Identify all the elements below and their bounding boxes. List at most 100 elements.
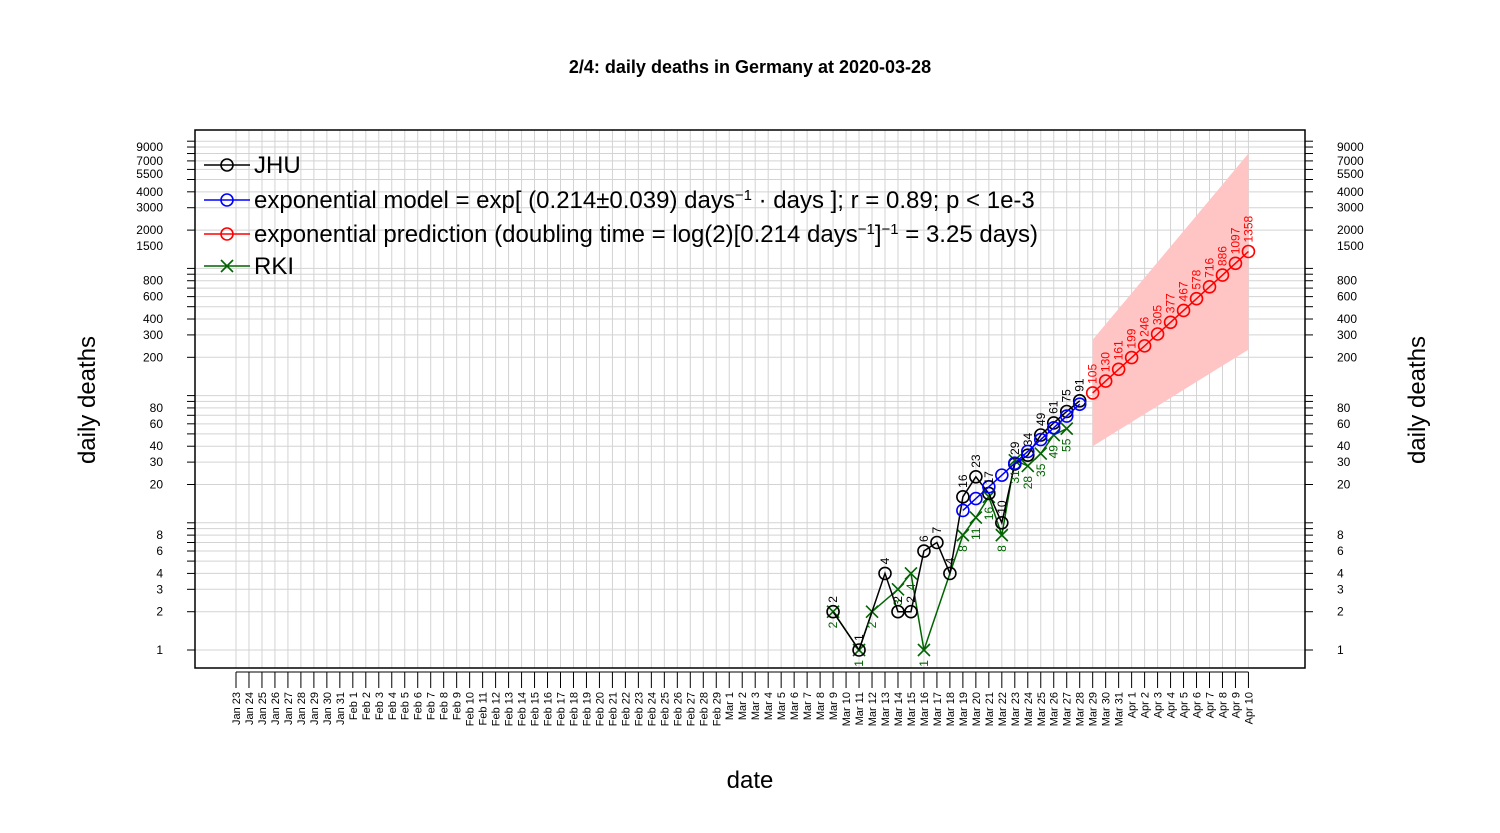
- data-label: 7: [930, 527, 944, 534]
- x-tick-label: Jan 25: [257, 692, 269, 725]
- plot-frame: [194, 129, 1306, 669]
- legend-label-part: −1: [858, 221, 875, 238]
- data-point-stroke: [1060, 422, 1074, 436]
- x-tick-label: Feb 13: [504, 692, 516, 726]
- x-tick-label: Feb 6: [413, 692, 425, 720]
- data-label: 61: [1047, 400, 1061, 414]
- data-label: 1358: [1241, 215, 1255, 242]
- data-point: [956, 490, 970, 504]
- x-axis-label: date: [727, 767, 774, 794]
- y-tick-label: 30: [150, 455, 164, 469]
- y-tick-label: 1: [1337, 643, 1344, 657]
- data-label: 10: [995, 500, 1009, 514]
- x-tick-label: Feb 5: [400, 692, 412, 720]
- data-point: [1046, 421, 1061, 435]
- x-tick-label: Apr 4: [1166, 692, 1178, 718]
- x-tick-label: Mar 3: [750, 692, 762, 720]
- x-tick-label: Mar 25: [1036, 692, 1048, 726]
- x-tick-label: Apr 7: [1205, 692, 1217, 718]
- x-tick-label: Jan 24: [244, 692, 256, 725]
- x-tick-label: Mar 2: [737, 692, 749, 720]
- x-tick-label: Mar 7: [802, 692, 814, 720]
- data-point-stroke: [1008, 453, 1022, 467]
- data-point: [1228, 256, 1243, 271]
- data-label: 16: [956, 474, 970, 488]
- data-point: [969, 491, 983, 506]
- x-tick-label: Mar 20: [971, 692, 983, 726]
- legend-label-part: days ]; r = 0.89; p < 1e-3: [773, 187, 1035, 214]
- data-point-stroke: [1021, 459, 1035, 473]
- series-exponential-model: [956, 397, 1087, 518]
- y-tick-label: 1: [156, 643, 163, 657]
- data-label: 467: [1177, 281, 1191, 301]
- y-tick-label: 9000: [136, 140, 163, 154]
- y-tick-label: 20: [1337, 478, 1351, 492]
- data-point: [1020, 448, 1035, 462]
- data-label: 161: [1112, 340, 1126, 360]
- legend-label: RKI: [254, 253, 294, 280]
- x-tick-label: Jan 23: [231, 692, 243, 725]
- data-labels: 1051301611992463053774675787168861097135…: [826, 215, 1255, 666]
- data-point-stroke: [904, 566, 918, 580]
- legend-label-part: exponential model = exp[ (0.214: [254, 187, 596, 214]
- data-label: 75: [1060, 389, 1074, 403]
- y-tick-label: 8: [1337, 528, 1344, 542]
- x-tick-label: Feb 22: [620, 692, 632, 726]
- legend-label-part: ±: [596, 187, 609, 214]
- data-label: 2: [865, 621, 879, 628]
- x-tick-label: Apr 3: [1153, 692, 1165, 718]
- y-tick-label: 2: [1337, 605, 1344, 619]
- data-point: [1085, 386, 1100, 400]
- data-point: [1111, 362, 1126, 377]
- data-label: 2: [826, 621, 840, 628]
- x-tick-label: Mar 12: [867, 692, 879, 726]
- y-tick-label: 6: [1337, 544, 1344, 558]
- y-tick-label: 3000: [1337, 201, 1364, 215]
- legend-item: RKI: [204, 253, 294, 280]
- data-label: 8: [956, 545, 970, 552]
- legend-label-part: = 3.25 days): [899, 221, 1038, 248]
- y-tick-label: 7000: [1337, 154, 1364, 168]
- data-point: [826, 604, 840, 619]
- data-point: [995, 528, 1009, 542]
- x-tick-label: Feb 28: [698, 692, 710, 726]
- data-point: [917, 544, 931, 558]
- legend-label-part: −1: [882, 221, 899, 238]
- x-tick-label: Mar 26: [1049, 692, 1061, 726]
- y-tick-label: 2: [156, 605, 163, 619]
- data-label: 4: [878, 557, 892, 564]
- y-tick-label: 4: [156, 566, 163, 580]
- x-tick-label: Feb 24: [646, 692, 658, 726]
- data-label: 246: [1138, 317, 1152, 337]
- y-tick-label: 400: [1337, 312, 1357, 326]
- x-tick-label: Mar 23: [1010, 692, 1022, 726]
- data-point: [943, 566, 957, 581]
- y-tick-label: 800: [1337, 274, 1357, 288]
- y-tick-label: 2000: [136, 223, 163, 237]
- data-point-stroke: [1047, 428, 1061, 442]
- x-tick-label: Feb 3: [374, 692, 386, 720]
- y-tick-label: 8: [156, 528, 163, 542]
- data-point-stroke: [956, 528, 970, 542]
- x-tick-label: Mar 6: [789, 692, 801, 720]
- data-point: [1202, 280, 1217, 294]
- x-tick-label: Feb 14: [517, 692, 529, 726]
- legend-label-part: −1: [735, 187, 752, 204]
- data-label: 130: [1099, 352, 1113, 372]
- data-point: [1034, 447, 1048, 461]
- data-label: 2: [891, 596, 905, 603]
- y-tick-label: 60: [150, 417, 164, 431]
- x-tick-label: Jan 30: [322, 692, 334, 725]
- data-point: [1241, 244, 1256, 259]
- x-tick-label: Feb 9: [452, 692, 464, 720]
- y-tick-label: 1500: [136, 239, 163, 253]
- x-tick-label: Mar 14: [893, 692, 905, 726]
- y-tick-label: 800: [143, 274, 163, 288]
- data-point: [1150, 327, 1165, 341]
- y-tick-label: 3: [156, 582, 163, 596]
- series-exponential-prediction: [1085, 244, 1256, 400]
- x-tick-label: Jan 27: [283, 692, 295, 725]
- data-label: 886: [1215, 246, 1229, 266]
- x-tick-label: Feb 8: [439, 692, 451, 720]
- data-label: 16: [982, 507, 996, 521]
